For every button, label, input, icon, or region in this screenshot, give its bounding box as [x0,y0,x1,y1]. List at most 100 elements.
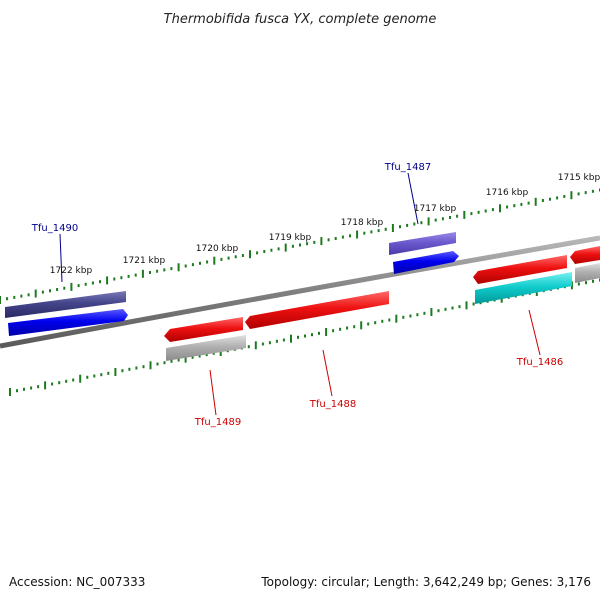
outer-ruler-minor-tick [170,267,173,271]
outer-ruler-minor-tick [127,274,130,278]
gene-tfu-1490[interactable] [5,291,126,318]
leader-tfu-1490 [59,233,63,283]
outer-ruler-minor-tick [313,240,316,244]
outer-ruler-major-tick [70,282,73,291]
map-title: Thermobifida fusca YX, complete genome [164,12,437,27]
gene-tfu-1486[interactable] [473,255,567,284]
inner-ruler-minor-tick [261,342,264,346]
gene-labels: Tfu_1490 Tfu_1487 Tfu_1489 Tfu_1488 Tfu_… [31,162,563,428]
gene-tfu-1486-rna[interactable] [475,272,572,304]
outer-ruler-major-tick [34,289,37,298]
inner-ruler-minor-tick [374,321,377,325]
outer-ruler-minor-tick [120,276,123,280]
outer-ruler-minor-tick [163,268,166,272]
outer-ruler-major-tick [356,230,359,239]
outer-ruler-minor-tick [227,256,230,260]
outer-ruler-major-tick [391,224,394,232]
outer-ruler-minor-tick [584,191,587,195]
inner-ruler-minor-tick [437,309,440,313]
inner-ruler-minor-tick [416,313,419,317]
inner-ruler-minor-tick [381,319,384,323]
inner-ruler-minor-tick [318,331,320,335]
outer-ruler-major-tick [570,191,573,200]
outer-ruler-major-tick [320,237,323,246]
outer-ruler-minor-tick [477,210,480,214]
gene-label-tfu-1486[interactable]: Tfu_1486 [516,357,563,368]
inner-ruler-minor-tick [128,367,131,371]
outer-ruler-minor-tick [99,280,101,284]
inner-ruler-minor-tick [30,386,33,390]
outer-ruler-minor-tick [363,231,366,235]
inner-ruler-minor-tick [451,306,454,310]
inner-ruler-minor-tick [577,282,580,286]
outer-ruler-major-tick [141,269,144,278]
outer-ruler-minor-tick [199,261,201,265]
outer-ruler-major-tick [0,296,1,304]
accession-text: Accession: NC_007333 [9,575,145,589]
outer-ruler-minor-tick [306,242,309,246]
inner-ruler-major-tick [9,388,11,396]
inner-ruler-minor-tick [205,353,208,357]
gene-label-tfu-1489[interactable]: Tfu_1489 [194,417,241,428]
outer-ruler-minor-tick [20,294,23,298]
inner-ruler-minor-tick [86,375,89,379]
outer-ruler-major-tick [427,217,430,226]
inner-ruler-minor-tick [177,358,180,362]
outer-ruler-minor-tick [456,214,459,218]
inner-ruler-minor-tick [212,351,215,355]
ruler-label-1721: 1721 kbp [123,256,166,266]
outer-ruler-minor-tick [541,199,544,202]
gene-tfu-1487-cds[interactable] [393,251,459,274]
inner-ruler-major-tick [254,341,257,350]
outer-ruler-minor-tick [491,208,494,212]
outer-ruler-minor-tick [49,289,51,293]
gene-partial-right-rna[interactable] [575,263,600,283]
gene-tfu-1490-cds[interactable] [8,309,128,336]
ruler-label-1717: 1717 kbp [414,204,457,214]
leader-tfu-1488 [322,349,333,397]
outer-ruler-minor-tick [91,281,94,285]
outer-ruler-minor-tick [377,229,380,233]
outer-ruler-minor-tick [384,227,387,231]
outer-ruler-minor-tick [156,269,159,273]
inner-ruler-minor-tick [198,354,201,358]
gene-tfu-1489-rna[interactable] [166,335,246,361]
outer-ruler-major-tick [106,276,109,285]
gene-tfu-1488[interactable] [245,291,389,329]
inner-ruler-major-tick [395,314,398,323]
genome-backbone [0,235,600,349]
outer-ruler-minor-tick [84,282,87,286]
outer-ruler-minor-tick [413,222,416,226]
inner-ruler-minor-tick [268,341,271,345]
inner-ruler-major-tick [184,354,187,363]
inner-ruler-minor-tick [339,327,342,331]
gene-label-tfu-1488[interactable]: Tfu_1488 [309,399,356,410]
gene-leader-lines [59,172,541,416]
inner-ruler-minor-tick [297,335,299,339]
outer-ruler-minor-tick [41,290,44,294]
outer-ruler-minor-tick [77,284,80,288]
inner-ruler-minor-tick [142,365,145,369]
leader-tfu-1486 [528,309,541,356]
gene-label-tfu-1487[interactable]: Tfu_1487 [384,162,431,173]
inner-ruler-minor-tick [592,279,594,283]
inner-ruler-major-tick [290,334,292,343]
inner-ruler-minor-tick [156,362,159,366]
gene-partial-right[interactable] [570,246,600,264]
gene-label-tfu-1490[interactable]: Tfu_1490 [31,223,78,234]
outer-ruler-minor-tick [277,247,280,251]
inner-ruler-minor-tick [107,371,110,375]
gene-tfu-1487[interactable] [389,232,456,255]
outer-ruler-minor-tick [191,263,194,267]
inner-ruler-minor-tick [170,359,173,363]
outer-ruler-minor-tick [520,202,523,206]
inner-ruler-minor-tick [311,333,313,337]
inner-ruler-minor-tick [23,387,25,391]
inner-ruler-minor-tick [16,389,18,393]
inner-ruler-minor-tick [472,302,475,306]
gene-tfu-1489[interactable] [164,317,243,342]
ruler-label-1722: 1722 kbp [50,266,93,276]
outer-ruler-minor-tick [449,216,451,219]
outer-ruler-major-tick [177,263,180,272]
outer-ruler-minor-tick [434,218,437,222]
